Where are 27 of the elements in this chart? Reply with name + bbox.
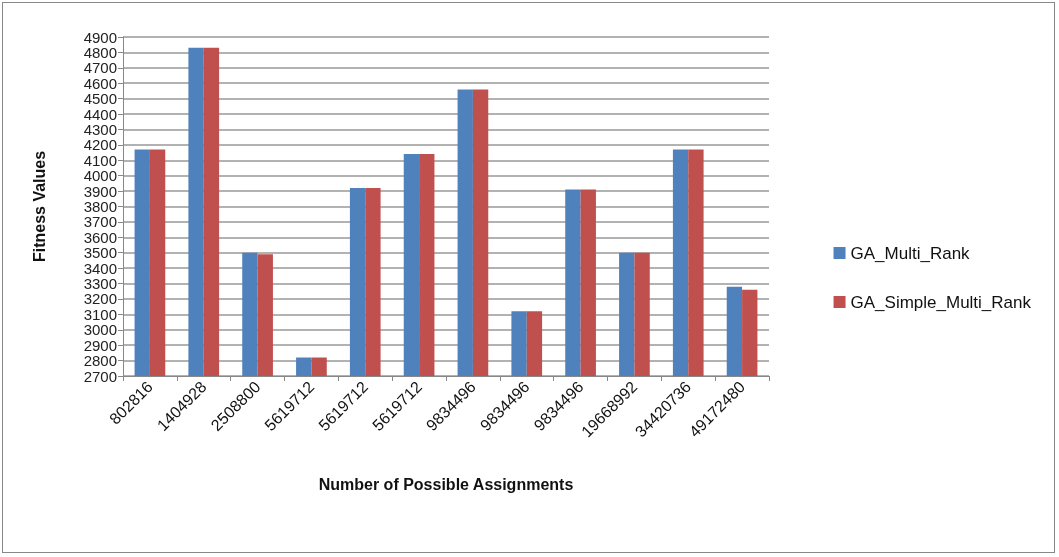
- y-tick-label: 4400: [83, 105, 117, 123]
- y-tick-label: 4900: [83, 28, 117, 46]
- x-axis-title: Number of Possible Assignments: [318, 475, 574, 493]
- y-tick-label: 3300: [83, 275, 117, 293]
- y-tick-label: 3600: [83, 228, 117, 246]
- legend-label: GA_Multi_Rank: [850, 243, 971, 263]
- y-axis-title: Fitness Values: [30, 150, 48, 263]
- y-tick-label: 4300: [83, 120, 117, 138]
- y-tick-label: 3500: [83, 244, 117, 262]
- y-tick-label: 4100: [83, 151, 117, 169]
- y-tick-label: 2800: [83, 352, 117, 370]
- y-tick-label: 4600: [83, 74, 117, 92]
- y-tick-label: 2900: [83, 336, 117, 354]
- y-tick-label: 4800: [83, 43, 117, 61]
- y-tick-label: 3400: [83, 259, 117, 277]
- y-tick-label: 3200: [83, 290, 117, 308]
- y-tick-label: 2700: [83, 367, 117, 385]
- y-tick-label: 3000: [83, 321, 117, 339]
- legend-label: GA_Simple_Multi_Rank: [850, 292, 1032, 312]
- y-tick-label: 3800: [83, 198, 117, 215]
- y-tick-label: 3100: [83, 305, 117, 323]
- y-tick-label: 4200: [83, 136, 117, 154]
- y-tick-label: 3700: [83, 213, 117, 231]
- y-tick-label: 4700: [83, 59, 117, 77]
- y-tick-label: 3900: [83, 182, 117, 200]
- y-tick-label: 4500: [83, 90, 117, 108]
- y-tick-label: 4000: [83, 167, 117, 185]
